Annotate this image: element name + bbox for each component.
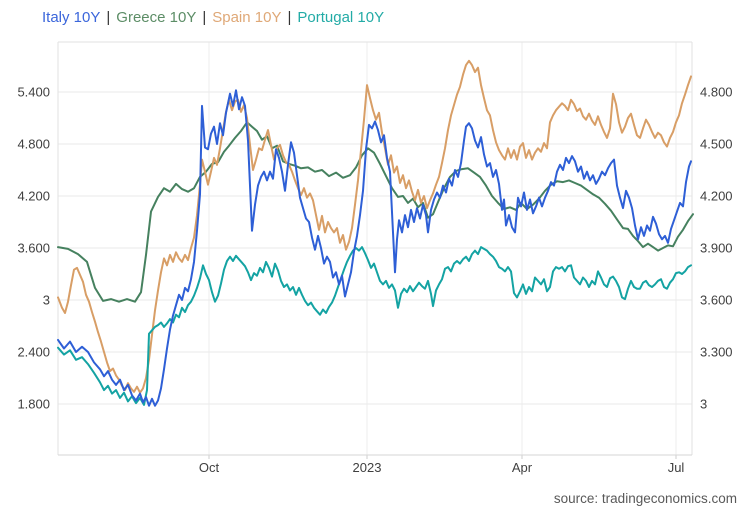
y-axis-label-right: 4.200 [700,189,733,204]
y-axis-label-right: 4.800 [700,85,733,100]
x-axis-label: 2023 [353,460,382,475]
y-axis-label-right: 3.600 [700,293,733,308]
y-axis-label-left: 4.800 [17,137,50,152]
y-axis-label-left: 3.600 [17,241,50,256]
y-axis-label-left: 2.400 [17,345,50,360]
y-axis-label-left: 3 [43,293,50,308]
legend-separator: | [202,9,207,26]
legend-item-italy[interactable]: Italy 10Y [42,9,101,26]
legend-item-greece[interactable]: Greece 10Y [116,9,197,26]
y-axis-label-right: 3.300 [700,345,733,360]
x-axis-label: Apr [512,460,533,475]
series-line-spain-10y[interactable] [57,59,692,394]
y-axis-label-left: 1.800 [17,397,50,412]
y-axis-label-right: 3.900 [700,241,733,256]
y-axis-label-right: 4.500 [700,137,733,152]
legend-separator: | [106,9,111,26]
series-line-greece-10y[interactable] [57,121,694,303]
legend-item-spain[interactable]: Spain 10Y [212,9,282,26]
series-line-italy-10y[interactable] [57,89,692,407]
x-axis-label: Jul [668,460,685,475]
chart-legend: Italy 10Y | Greece 10Y | Spain 10Y | Portugal … [42,8,384,28]
legend-separator: | [287,9,292,26]
x-axis-label: Oct [199,460,220,475]
source-link[interactable]: source: tradingeconomics.com [553,491,737,506]
y-axis-label-left: 4.200 [17,189,50,204]
legend-item-portugal[interactable]: Portugal 10Y [297,9,385,26]
y-axis-label-left: 5.400 [17,85,50,100]
series-line-portugal-10y[interactable] [57,246,692,406]
y-axis-label-right: 3 [700,397,707,412]
